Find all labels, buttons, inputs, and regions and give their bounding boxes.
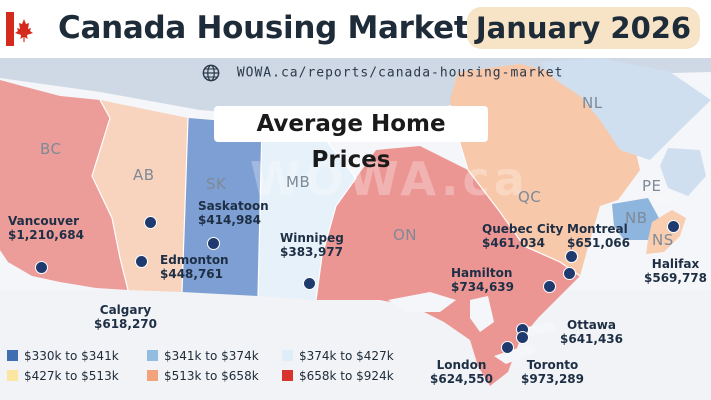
canada-flag-icon	[6, 12, 33, 46]
city-price: $461,034	[482, 236, 546, 250]
city-name: Vancouver	[8, 214, 80, 228]
map-title: Average Home Prices	[214, 106, 488, 173]
region-ab	[92, 100, 188, 292]
city-name: Winnipeg	[280, 231, 344, 245]
city-price: $448,761	[160, 267, 224, 281]
legend-item: $427k to $513k	[7, 369, 119, 385]
city-label-london: London $624,550	[430, 358, 493, 386]
province-label-bc: BC	[40, 140, 62, 158]
city-price: $734,639	[451, 280, 515, 294]
city-name: Hamilton	[451, 266, 513, 280]
lake-superior	[388, 292, 456, 312]
legend-swatch	[282, 350, 293, 361]
city-marker-hamilton[interactable]	[543, 280, 556, 293]
city-marker-ottawa[interactable]	[563, 267, 576, 280]
region-bc	[0, 80, 128, 290]
region-nb	[612, 198, 660, 240]
date-badge: January 2026	[467, 7, 700, 49]
city-label-saskatoon: Saskatoon $414,984	[198, 199, 269, 227]
city-price: $1,210,684	[8, 228, 84, 242]
city-price: $641,436	[560, 332, 624, 346]
city-marker-vancouver[interactable]	[35, 261, 48, 274]
province-label-qc: QC	[518, 188, 542, 206]
city-marker-saskatoon[interactable]	[207, 237, 220, 250]
city-price: $624,550	[430, 372, 494, 386]
province-label-mb: MB	[286, 173, 311, 191]
legend-swatch	[7, 350, 18, 361]
city-marker-calgary[interactable]	[135, 255, 148, 268]
city-label-edmonton: Edmonton $448,761	[160, 253, 229, 281]
city-marker-halifax[interactable]	[667, 220, 680, 233]
lake-erie	[494, 344, 536, 364]
region-pe	[652, 192, 680, 204]
legend-swatch	[147, 350, 158, 361]
legend-swatch	[147, 370, 158, 381]
page-title: Canada Housing Market:	[58, 10, 481, 46]
city-label-vancouver: Vancouver $1,210,684	[8, 214, 84, 242]
globe-icon	[202, 64, 220, 82]
city-label-montreal: Montreal $651,066	[567, 222, 630, 250]
city-label-ottawa: Ottawa $641,436	[560, 318, 623, 346]
city-price: $414,984	[198, 213, 262, 227]
source-url[interactable]: WOWA.ca/reports/canada-housing-market	[202, 64, 563, 84]
region-sk	[182, 118, 262, 296]
legend: $330k to $341k $341k to $374k $374k to $…	[0, 336, 711, 400]
city-marker-toronto-2	[516, 331, 529, 344]
city-name: London	[436, 358, 487, 372]
city-marker-winnipeg[interactable]	[303, 277, 316, 290]
city-label-hamilton: Hamilton $734,639	[451, 266, 514, 294]
city-price: $651,066	[567, 236, 631, 250]
city-price: $618,270	[94, 317, 158, 331]
city-label-toronto: Toronto $973,289	[521, 358, 584, 386]
city-marker-london[interactable]	[501, 341, 514, 354]
city-label-calgary: Calgary $618,270	[94, 303, 157, 331]
lake-huron	[470, 296, 494, 332]
province-label-nb: NB	[625, 209, 648, 227]
legend-swatch	[282, 370, 293, 381]
region-qc	[450, 64, 640, 276]
legend-item: $330k to $341k	[7, 349, 119, 365]
province-label-pe: PE	[642, 177, 662, 195]
city-marker-edmonton[interactable]	[144, 216, 157, 229]
region-mb	[258, 124, 356, 300]
city-name: Toronto	[526, 358, 579, 372]
city-name: Edmonton	[160, 253, 229, 267]
province-label-ab: AB	[133, 166, 155, 184]
legend-swatch	[7, 370, 18, 381]
city-name: Calgary	[99, 303, 152, 317]
province-label-ns: NS	[652, 231, 674, 249]
city-name: Halifax	[651, 257, 700, 271]
lake-ontario	[522, 322, 556, 336]
legend-item: $374k to $427k	[282, 349, 394, 365]
source-url-text: WOWA.ca/reports/canada-housing-market	[236, 65, 564, 81]
city-marker-quebec-city[interactable]	[565, 250, 578, 263]
legend-item: $513k to $658k	[147, 369, 259, 385]
watermark: WOWA.ca	[250, 152, 529, 206]
province-label-on: ON	[393, 226, 418, 244]
city-price: $383,977	[280, 245, 344, 259]
city-price: $973,289	[521, 372, 585, 386]
city-label-winnipeg: Winnipeg $383,977	[280, 231, 344, 259]
legend-item: $341k to $374k	[147, 349, 259, 365]
city-label-halifax: Halifax $569,778	[644, 257, 707, 285]
city-name: Saskatoon	[198, 199, 269, 213]
province-label-nl: NL	[582, 94, 603, 112]
legend-item: $658k to $924k	[282, 369, 394, 385]
city-label-quebec-city: Quebec City $461,034	[482, 222, 563, 250]
date-label: January 2026	[475, 11, 692, 45]
city-name: Ottawa	[567, 318, 616, 332]
region-nl-island	[660, 148, 706, 196]
city-name: Montreal	[567, 222, 628, 236]
city-price: $569,778	[644, 271, 708, 285]
city-name: Quebec City	[482, 222, 564, 236]
region-on	[316, 146, 580, 386]
province-label-sk: SK	[206, 175, 227, 193]
region-nl	[540, 58, 711, 160]
header: Canada Housing Market: January 2026	[0, 0, 711, 58]
